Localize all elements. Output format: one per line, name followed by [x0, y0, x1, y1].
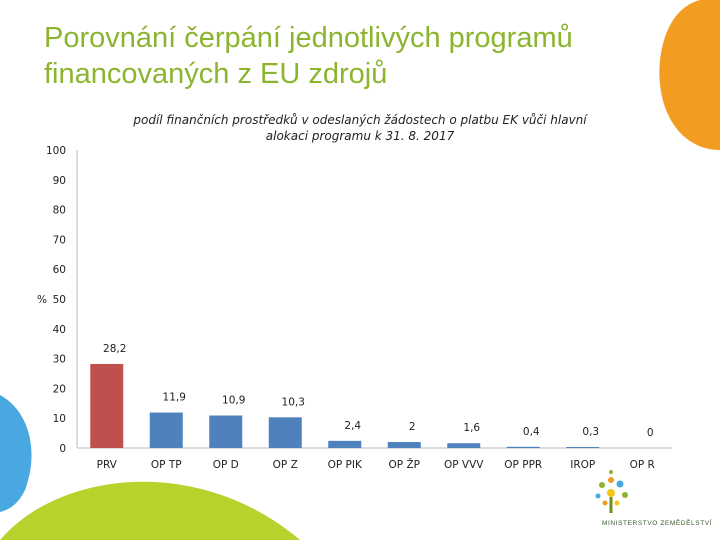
bar [506, 446, 540, 448]
orange-corner-shape [659, 0, 720, 150]
bar [209, 415, 243, 448]
bar-data-label: 28,2 [103, 343, 126, 355]
bar-data-label: 10,3 [282, 396, 305, 408]
y-tick-label: 90 [53, 175, 66, 187]
x-tick-label: OP PIK [328, 459, 363, 471]
y-tick-label: 50 [53, 294, 66, 306]
y-tick-label: 100 [46, 145, 66, 157]
y-tick-label: 20 [53, 383, 66, 395]
bar-data-label: 0,3 [582, 426, 599, 438]
bar [328, 440, 362, 448]
title-line-2: financovaných z EU zdrojů [44, 58, 388, 90]
bar-data-label: 0 [647, 427, 654, 439]
chart-title: podíl finančních prostředků v odeslaných… [133, 113, 587, 143]
x-tick-label: OP TP [151, 459, 182, 471]
y-tick-label: 0 [59, 443, 66, 455]
bar-data-label: 1,6 [463, 422, 480, 434]
bar [447, 443, 481, 448]
green-bottom-shape [0, 481, 300, 540]
bar [566, 447, 600, 448]
y-tick-label: 70 [53, 234, 66, 246]
y-tick-label: 60 [53, 264, 66, 276]
y-tick-label: 80 [53, 205, 66, 217]
bar [268, 417, 302, 448]
y-tick-label: 10 [53, 413, 66, 425]
bar [90, 363, 124, 448]
blue-left-shape [0, 395, 32, 512]
title-line-1: Porovnání čerpání jednotlivých programů [44, 22, 573, 54]
x-tick-label: OP D [213, 459, 239, 471]
bar [149, 412, 183, 448]
x-tick-label: PRV [97, 459, 118, 471]
bar-data-label: 11,9 [163, 392, 186, 404]
x-tick-label: OP ŽP [389, 458, 420, 471]
bar [387, 442, 421, 448]
ministry-logo [595, 470, 628, 513]
y-axis-label: % [37, 294, 47, 306]
y-tick-label: 30 [53, 354, 66, 366]
logo-text: MINISTERSTVO ZEMĚDĚLSTVÍ [602, 520, 713, 527]
x-tick-label: OP VVV [444, 459, 484, 471]
page-title: Porovnání čerpání jednotlivých programů … [44, 20, 684, 92]
bar-data-label: 0,4 [523, 426, 540, 438]
bar-data-label: 2,4 [344, 420, 361, 432]
bar-data-label: 2 [409, 421, 416, 433]
bar-data-label: 10,9 [222, 395, 245, 407]
x-tick-label: IROP [570, 459, 595, 471]
x-tick-label: OP Z [273, 459, 298, 471]
x-tick-label: OP R [630, 459, 655, 471]
y-tick-label: 40 [53, 324, 66, 336]
x-tick-label: OP PPR [504, 459, 542, 471]
